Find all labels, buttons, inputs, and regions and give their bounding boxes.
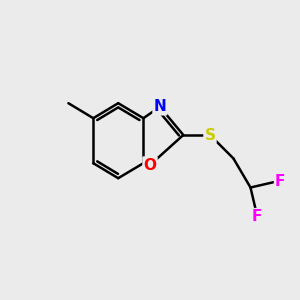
Text: F: F — [251, 209, 262, 224]
Text: S: S — [205, 128, 215, 142]
Text: O: O — [143, 158, 157, 172]
Text: F: F — [275, 174, 285, 189]
Text: N: N — [154, 99, 166, 114]
